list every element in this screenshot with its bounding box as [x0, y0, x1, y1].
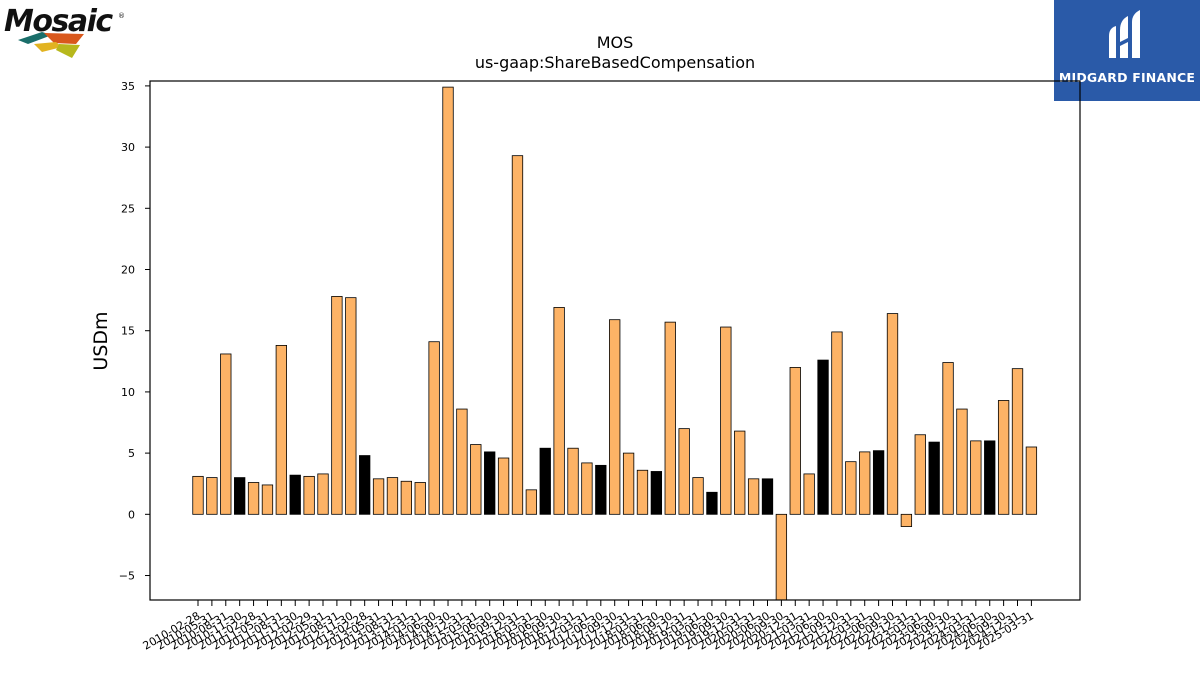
- y-axis-label: USDm: [90, 311, 112, 370]
- y-ticks-group: −5 0 5 10 15 20 25 30 35: [119, 80, 150, 583]
- bar-2013-12-31: [400, 480, 413, 515]
- bar-2011-05-31: [261, 484, 274, 515]
- y-tick-label: 15: [121, 325, 135, 338]
- bar-2017-03-31: [581, 462, 593, 515]
- bar-2010-11-30: [234, 477, 246, 515]
- bar-2018-12-31: [678, 428, 690, 515]
- bar-2020-12-31: [789, 367, 801, 515]
- bar-2019-09-30: [720, 326, 732, 515]
- mosaic-logo: Mosaic ®: [4, 2, 129, 60]
- bar-2018-09-30: [664, 321, 676, 515]
- bar-2013-02-28: [359, 455, 371, 515]
- bar-2022-09-30: [886, 313, 899, 515]
- bar-2015-06-30: [484, 451, 496, 515]
- bar-2011-02-28: [247, 482, 260, 515]
- chart-subtitle: us-gaap:ShareBasedCompensation: [475, 53, 755, 72]
- bar-2010-08-31: [220, 353, 232, 515]
- bar-2024-06-30: [984, 440, 996, 515]
- y-tick-label: 0: [128, 508, 135, 521]
- bar-2010-05-31: [206, 477, 218, 515]
- bar-2012-05-31: [317, 473, 329, 515]
- bar-2022-06-30: [872, 450, 885, 515]
- bar-2023-03-31: [914, 434, 926, 515]
- bar-2014-09-30: [442, 86, 454, 515]
- plot-frame: [149, 80, 1081, 601]
- bar-2024-03-31: [970, 440, 982, 515]
- bar-2016-09-30: [553, 307, 565, 515]
- bar-2025-03-31: [1025, 446, 1038, 515]
- bar-2020-06-30: [761, 478, 774, 515]
- bar-2023-09-30: [942, 362, 954, 515]
- midgard-finance-text: MIDGARD FINANCE: [1058, 70, 1196, 85]
- bar-2010-02-28: [192, 475, 204, 515]
- bar-2018-03-31: [636, 469, 649, 515]
- bar-2016-06-30: [539, 447, 551, 515]
- bar-2017-09-30: [609, 319, 621, 515]
- bar-2024-12-31: [1011, 368, 1024, 515]
- y-tick-label: 5: [128, 447, 135, 460]
- bar-2017-06-30: [595, 464, 607, 515]
- bar-2019-12-31: [734, 430, 746, 515]
- bar-2014-06-30: [428, 341, 440, 515]
- bar-2013-05-31: [372, 478, 385, 515]
- bar-2021-03-31: [803, 473, 815, 515]
- bar-2023-12-31: [956, 408, 968, 515]
- bar-2012-11-30: [345, 297, 357, 515]
- bar-2015-12-31: [511, 155, 524, 515]
- bar-2018-06-30: [650, 471, 663, 515]
- bar-2021-09-30: [831, 331, 843, 515]
- bar-2021-12-31: [845, 461, 857, 515]
- bar-2017-12-31: [622, 452, 635, 515]
- y-tick-label: 35: [121, 80, 135, 93]
- bar-2023-06-30: [928, 441, 940, 515]
- bar-2020-09-30: [775, 513, 788, 601]
- bar-2021-06-30: [817, 359, 829, 515]
- bar-2013-08-31: [386, 477, 399, 515]
- bar-2014-03-31: [414, 482, 426, 515]
- midgard-mark-icon: [1109, 10, 1140, 58]
- x-ticks-group: 2010-02-282010-05-312010-08-312010-11-30…: [141, 600, 1036, 653]
- bar-2012-08-31: [331, 296, 343, 515]
- bars-group: [192, 86, 1038, 601]
- bar-2016-12-31: [567, 447, 579, 515]
- bar-2015-03-31: [470, 444, 482, 515]
- y-tick-label: 25: [121, 202, 135, 215]
- bar-2012-02-29: [303, 475, 315, 515]
- registered-mark: ®: [118, 12, 125, 20]
- y-tick-label: 30: [121, 141, 135, 154]
- mosaic-logo-text: Mosaic: [4, 4, 113, 39]
- bar-2014-12-31: [456, 408, 468, 515]
- chart-title: MOS: [597, 33, 634, 52]
- bar-2015-09-30: [497, 457, 510, 515]
- bar-2011-08-31: [275, 344, 287, 515]
- y-tick-label: 20: [121, 264, 135, 277]
- bar-2019-03-31: [692, 477, 704, 515]
- bar-2020-03-31: [747, 478, 760, 515]
- bar-2024-09-30: [997, 400, 1010, 515]
- bar-2022-12-31: [900, 513, 913, 527]
- y-tick-label: 10: [121, 386, 135, 399]
- bar-2022-03-31: [859, 451, 871, 515]
- bar-2016-03-31: [525, 489, 538, 515]
- bar-2011-11-30: [289, 474, 301, 515]
- midgard-finance-logo: MIDGARD FINANCE: [1054, 0, 1200, 101]
- bar-2019-06-30: [706, 491, 718, 515]
- y-tick-label: −5: [119, 570, 135, 583]
